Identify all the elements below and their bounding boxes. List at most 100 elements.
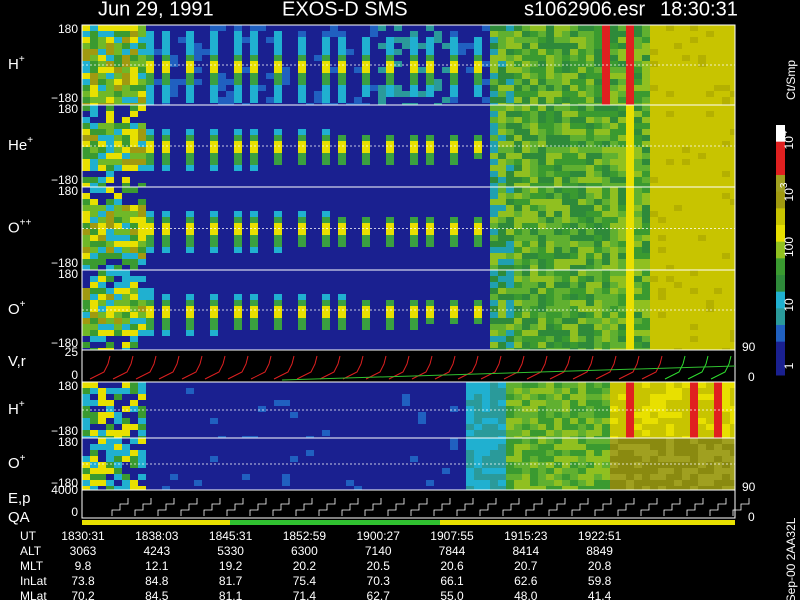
spectrogram-cell — [498, 49, 506, 55]
spectrogram-cell — [90, 49, 98, 55]
spectrogram-cell — [458, 159, 466, 165]
spectrogram-cell — [690, 105, 698, 111]
spectrogram-cell — [674, 259, 682, 265]
spectrogram-cell — [202, 394, 210, 400]
spectrogram-cell — [130, 135, 138, 141]
spectrogram-cell — [586, 129, 594, 135]
spectrogram-cell — [466, 205, 474, 211]
spectrogram-cell — [426, 205, 434, 211]
spectrogram-cell — [258, 235, 266, 241]
spectrogram-cell — [714, 217, 722, 223]
spectrogram-cell — [314, 97, 322, 103]
spectrogram-cell — [194, 199, 202, 205]
spectrogram-cell — [594, 171, 602, 177]
spectrogram-cell — [530, 282, 538, 288]
spectrogram-cell — [274, 91, 282, 97]
spectrogram-cell — [258, 400, 266, 406]
spectrogram-cell — [698, 177, 706, 183]
spectrogram-cell — [586, 171, 594, 177]
spectrogram-cell — [162, 73, 170, 79]
spectrogram-cell — [394, 330, 402, 336]
spectrogram-cell — [418, 103, 426, 105]
spectrogram-cell — [274, 31, 282, 37]
spectrogram-cell — [506, 85, 514, 91]
spectrogram-cell — [466, 171, 474, 177]
spectrogram-cell — [402, 25, 410, 31]
spectrogram-cell — [194, 141, 202, 147]
spectrogram-cell — [498, 97, 506, 103]
spectrogram-cell — [578, 199, 586, 205]
spectrogram-cell — [234, 135, 242, 141]
spectrogram-cell — [514, 43, 522, 49]
spectrogram-cell — [290, 55, 298, 61]
spectrogram-cell — [530, 199, 538, 205]
spectrogram-cell — [490, 147, 498, 153]
spectrogram-cell — [210, 282, 218, 288]
spectrogram-cell — [722, 253, 730, 259]
spectrogram-cell — [698, 336, 706, 342]
spectrogram-cell — [658, 282, 666, 288]
spectrogram-cell — [322, 205, 330, 211]
spectrogram-cell — [458, 117, 466, 123]
spectrogram-cell — [178, 294, 186, 300]
spectrogram-cell — [306, 103, 314, 105]
spectrogram-cell — [578, 276, 586, 282]
spectrogram-cell — [722, 159, 730, 165]
spectrogram-cell — [106, 336, 114, 342]
spectrogram-cell — [570, 25, 578, 31]
spectrogram-cell — [514, 147, 522, 153]
spectrogram-cell — [690, 73, 698, 79]
spectrogram-cell — [82, 141, 90, 147]
spectrogram-cell — [426, 229, 434, 235]
spectrogram-cell — [322, 55, 330, 61]
spectrogram-cell — [410, 211, 418, 217]
spectrogram-cell — [618, 31, 626, 37]
spectrogram-cell — [530, 241, 538, 247]
spectrogram-cell — [162, 129, 170, 135]
spectrogram-cell — [90, 306, 98, 312]
spectrogram-cell — [450, 49, 458, 55]
spectrogram-cell — [90, 342, 98, 348]
spectrogram-cell — [282, 49, 290, 55]
spectrogram-cell — [314, 318, 322, 324]
spectrogram-cell — [210, 55, 218, 61]
spectrogram-cell — [346, 123, 354, 129]
spectrogram-cell — [626, 103, 634, 105]
spectrogram-cell — [402, 103, 410, 105]
spectrogram-cell — [362, 247, 370, 253]
spectrogram-cell — [690, 223, 698, 229]
spectrogram-cell — [90, 336, 98, 342]
spectrogram-cell — [138, 330, 146, 336]
spectrogram-cell — [682, 342, 690, 348]
spectrogram-cell — [218, 318, 226, 324]
spectrogram-cell — [122, 348, 130, 350]
spectrogram-cell — [442, 61, 450, 67]
spectrogram-cell — [154, 165, 162, 171]
spectrogram-cell — [690, 177, 698, 183]
spectrogram-cell — [122, 418, 130, 424]
spectrogram-cell — [370, 388, 378, 394]
spectrogram-cell — [586, 205, 594, 211]
spectrogram-cell — [330, 382, 338, 388]
spectrogram-cell — [218, 37, 226, 43]
spectrogram-cell — [394, 259, 402, 265]
spectrogram-cell — [210, 217, 218, 223]
spectrogram-cell — [202, 105, 210, 111]
spectrogram-cell — [578, 49, 586, 55]
spectrogram-cell — [474, 79, 482, 85]
spectrogram-cell — [706, 342, 714, 348]
spectrogram-cell — [266, 424, 274, 430]
spectrogram-cell — [410, 241, 418, 247]
spectrogram-cell — [122, 300, 130, 306]
spectrogram-cell — [634, 253, 642, 259]
spectrogram-cell — [282, 336, 290, 342]
spectrogram-cell — [530, 187, 538, 193]
spectrogram-cell — [314, 171, 322, 177]
spectrogram-cell — [338, 141, 346, 147]
spectrogram-cell — [162, 282, 170, 288]
spectrogram-cell — [378, 123, 386, 129]
spectrogram-cell — [378, 211, 386, 217]
spectrogram-cell — [410, 103, 418, 105]
spectrogram-cell — [258, 336, 266, 342]
spectrogram-cell — [610, 25, 618, 31]
